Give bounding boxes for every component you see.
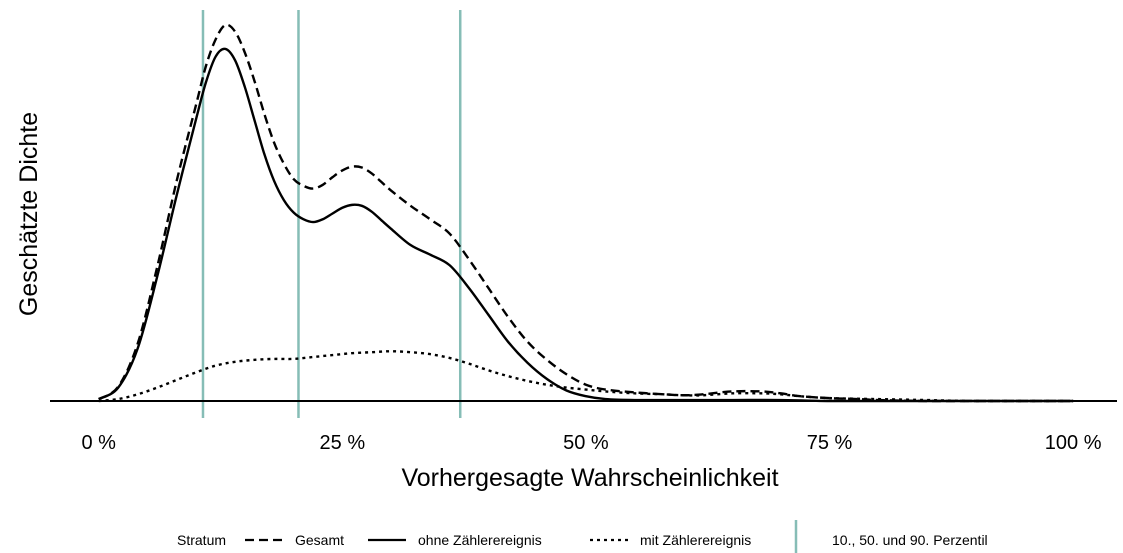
y-axis-title: Geschätzte Dichte [15, 112, 43, 316]
legend-title: Stratum [177, 532, 226, 548]
series-ohne-zaehlerereignis [98, 47, 1074, 403]
x-tick-label: 75 % [807, 432, 853, 454]
legend-label-percentile: 10., 50. und 90. Perzentil [832, 532, 988, 548]
series-gesamt [98, 23, 1074, 403]
legend-label-gesamt: Gesamt [295, 532, 344, 548]
series-mit-zaehlerereignis [98, 350, 1074, 403]
x-tick-label: 50 % [563, 432, 609, 454]
legend-label-ohne: ohne Zählerereignis [418, 532, 542, 548]
plot-area [50, 10, 1117, 418]
x-tick-label: 25 % [320, 432, 366, 454]
x-tick-label: 100 % [1045, 432, 1102, 454]
legend-label-mit: mit Zählerereignis [640, 532, 751, 548]
series-lines [98, 23, 1074, 403]
legend: Stratum Gesamt ohne Zählerereignis mit Z… [177, 520, 988, 553]
x-axis-title: Vorhergesagte Wahrscheinlichkeit [401, 464, 778, 492]
x-axis-ticks: 0 % 25 % 50 % 75 % 100 % [81, 432, 1101, 454]
x-tick-label: 0 % [81, 432, 116, 454]
